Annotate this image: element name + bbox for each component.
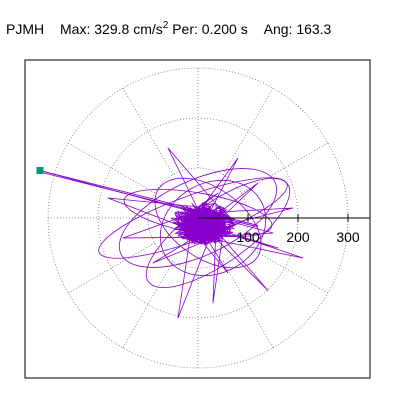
trace-loop-4 — [159, 179, 267, 277]
tick-label-300: 300 — [336, 229, 360, 245]
tick-label-200: 200 — [286, 229, 310, 245]
radial-axis: 100 200 300 — [198, 214, 370, 245]
peak-marker-group — [36, 167, 44, 174]
trace-loop-2 — [154, 177, 262, 269]
grid-spoke-120 — [122, 87, 174, 175]
peak-marker — [36, 167, 44, 174]
max-value: 329.8 — [94, 21, 130, 37]
plot-frame — [24, 59, 371, 379]
chart-title: PJMH Max: 329.8 cm/s2 Per: 0.200 s Ang: … — [6, 18, 331, 37]
motion-trace — [39, 147, 304, 319]
max-unit-exponent: 2 — [162, 20, 169, 31]
ang-label: Ang: — [263, 21, 293, 37]
tick-label-100: 100 — [236, 229, 260, 245]
trace-loop-1 — [118, 168, 278, 268]
grid-spoke-300 — [222, 261, 274, 349]
grid-spoke-150 — [67, 142, 155, 194]
per-label: Per: — [172, 21, 198, 37]
per-value: 0.200 s — [201, 21, 248, 37]
ang-value: 163.3 — [296, 21, 332, 37]
station-code: PJMH — [6, 21, 45, 37]
trace-loop-6 — [145, 178, 291, 288]
grid-spoke-240 — [122, 261, 174, 349]
max-unit: cm/s — [133, 21, 163, 37]
peak-ray — [39, 170, 259, 226]
max-label: Max: — [60, 21, 91, 37]
